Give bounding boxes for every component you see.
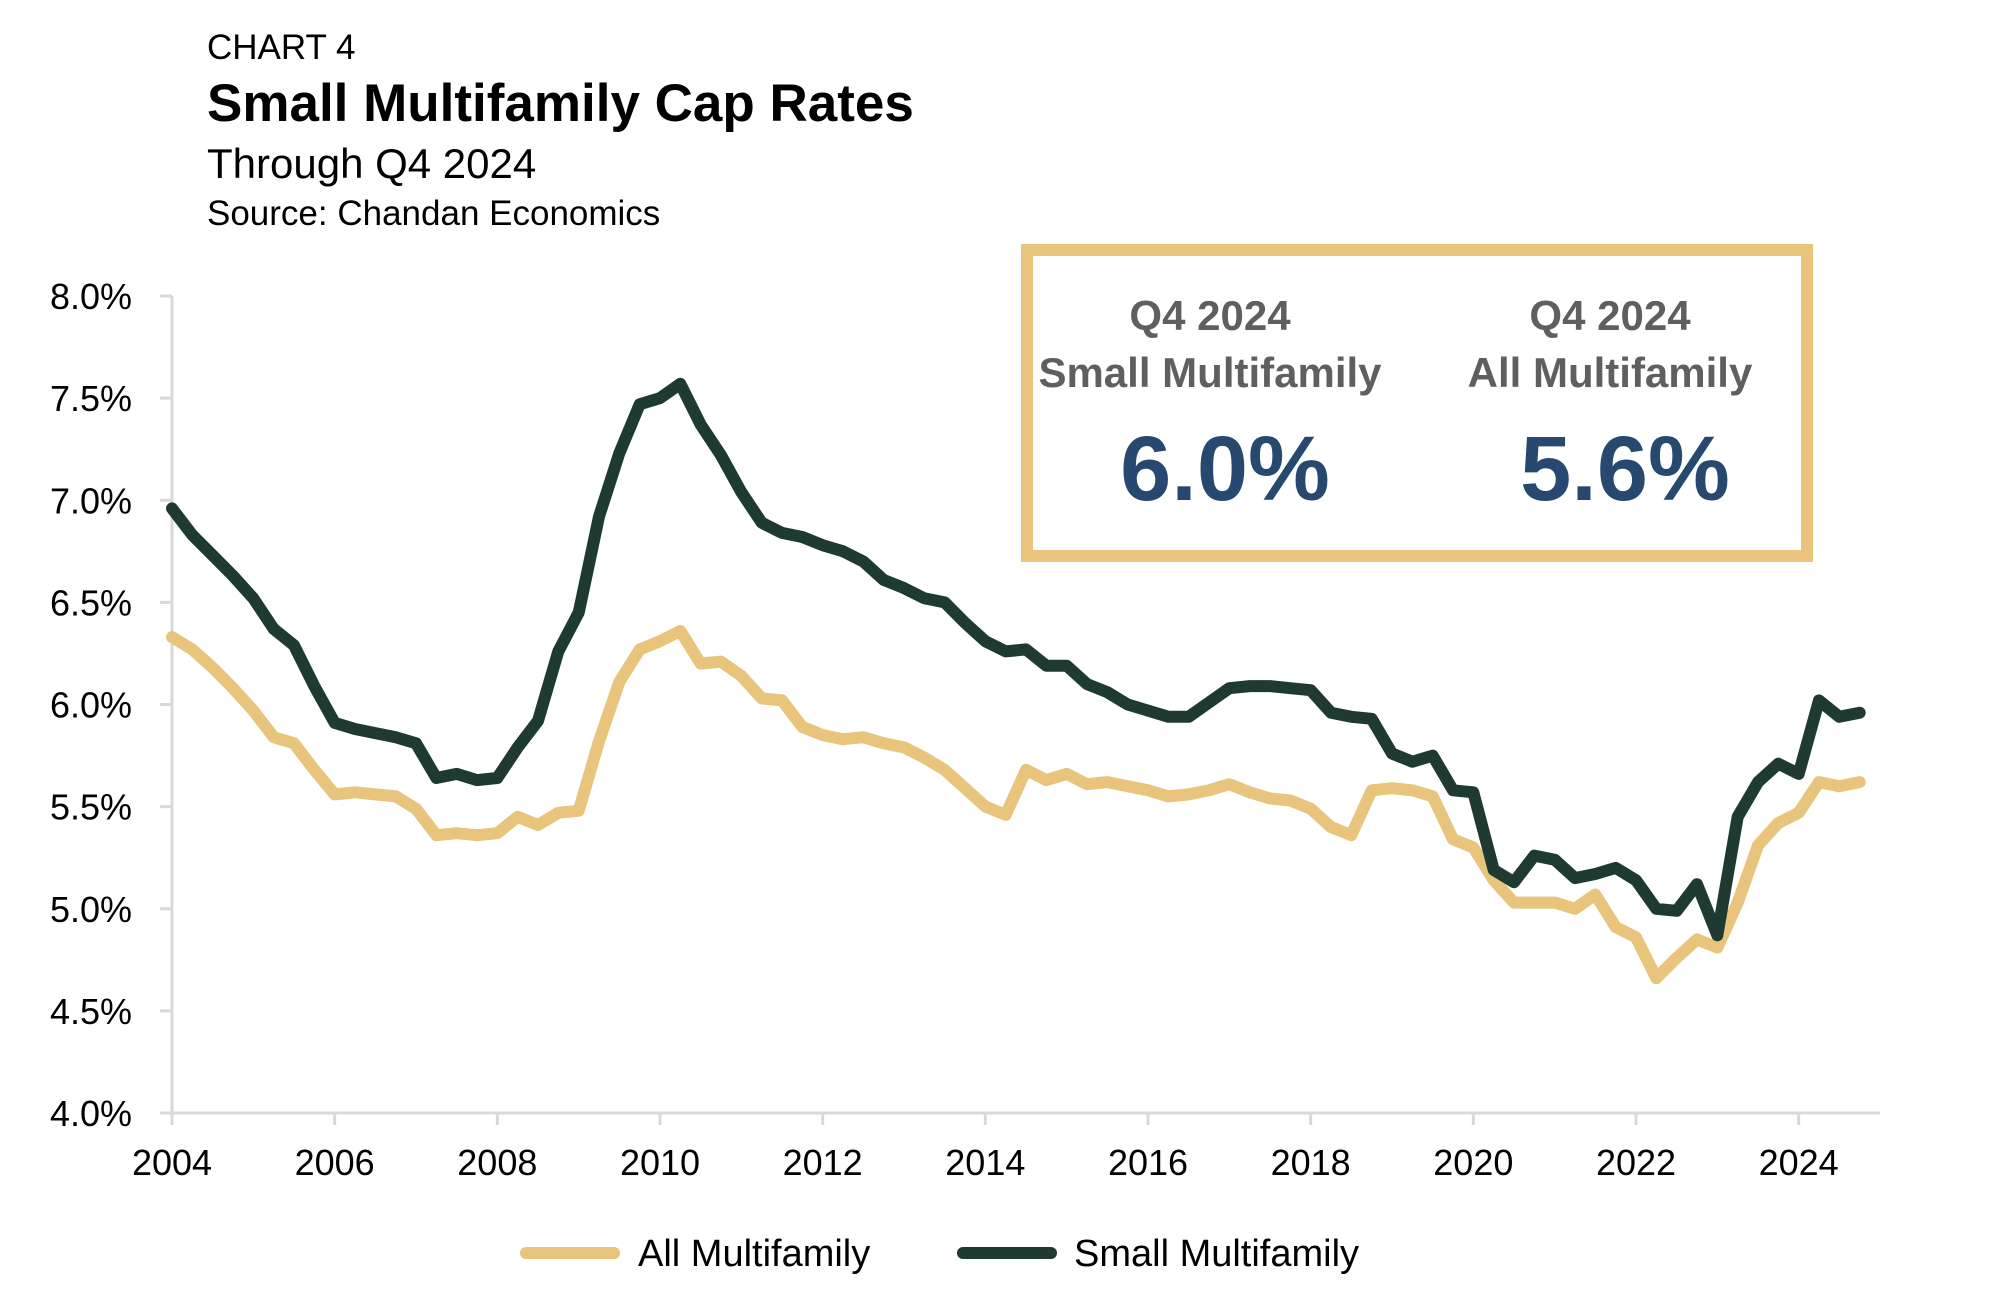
- x-tick-label: 2004: [132, 1142, 212, 1183]
- series-layer: [166, 377, 1866, 985]
- y-tick-label: 6.0%: [50, 685, 132, 726]
- callout-right-value: 5.6%: [1520, 418, 1730, 520]
- y-tick-label: 7.0%: [50, 480, 132, 521]
- y-tick-label: 6.5%: [50, 582, 132, 623]
- callout-left-value: 6.0%: [1120, 418, 1330, 520]
- y-tick-label: 4.5%: [50, 991, 132, 1032]
- legend: All Multifamily Small Multifamily: [520, 1233, 1359, 1275]
- chart-title: Small Multifamily Cap Rates: [207, 74, 914, 133]
- callout-border: [1021, 244, 1813, 562]
- callout-left-heading-1: Q4 2024: [1129, 292, 1291, 339]
- callout-box: Q4 2024 Small Multifamily 6.0% Q4 2024 A…: [1021, 244, 1813, 562]
- x-ticks: 2004 2006 2008 2010 2012 2014 2016 2018 2020 2022…: [132, 1113, 1839, 1183]
- x-tick-label: 2024: [1759, 1142, 1839, 1183]
- legend-label-small-multifamily: Small Multifamily: [1074, 1233, 1359, 1275]
- callout-left-heading-2: Small Multifamily: [1038, 349, 1382, 396]
- x-tick-label: 2010: [620, 1142, 700, 1183]
- x-tick-label: 2018: [1271, 1142, 1351, 1183]
- x-tick-label: 2016: [1108, 1142, 1188, 1183]
- chart-label: CHART 4: [207, 28, 355, 67]
- y-tick-label: 4.0%: [50, 1093, 132, 1134]
- callout-right-heading-2: All Multifamily: [1468, 349, 1753, 396]
- series-line-all-multifamily: [166, 625, 1866, 985]
- chart-subtitle: Through Q4 2024: [207, 140, 536, 187]
- y-tick-label: 5.0%: [50, 889, 132, 930]
- legend-label-all-multifamily: All Multifamily: [638, 1233, 870, 1275]
- x-tick-label: 2020: [1433, 1142, 1513, 1183]
- y-ticks: 4.0% 4.5% 5.0% 5.5% 6.0% 6.5% 7.0% 7.5% 8.0%: [50, 276, 172, 1134]
- x-tick-label: 2014: [945, 1142, 1025, 1183]
- y-tick-label: 5.5%: [50, 787, 132, 828]
- x-tick-label: 2006: [295, 1142, 375, 1183]
- callout-right-heading-1: Q4 2024: [1529, 292, 1691, 339]
- chart-source: Source: Chandan Economics: [207, 194, 660, 233]
- x-tick-label: 2022: [1596, 1142, 1676, 1183]
- y-tick-label: 7.5%: [50, 378, 132, 419]
- series-line-small-multifamily: [166, 377, 1866, 942]
- x-tick-label: 2008: [457, 1142, 537, 1183]
- y-tick-label: 8.0%: [50, 276, 132, 317]
- x-tick-label: 2012: [783, 1142, 863, 1183]
